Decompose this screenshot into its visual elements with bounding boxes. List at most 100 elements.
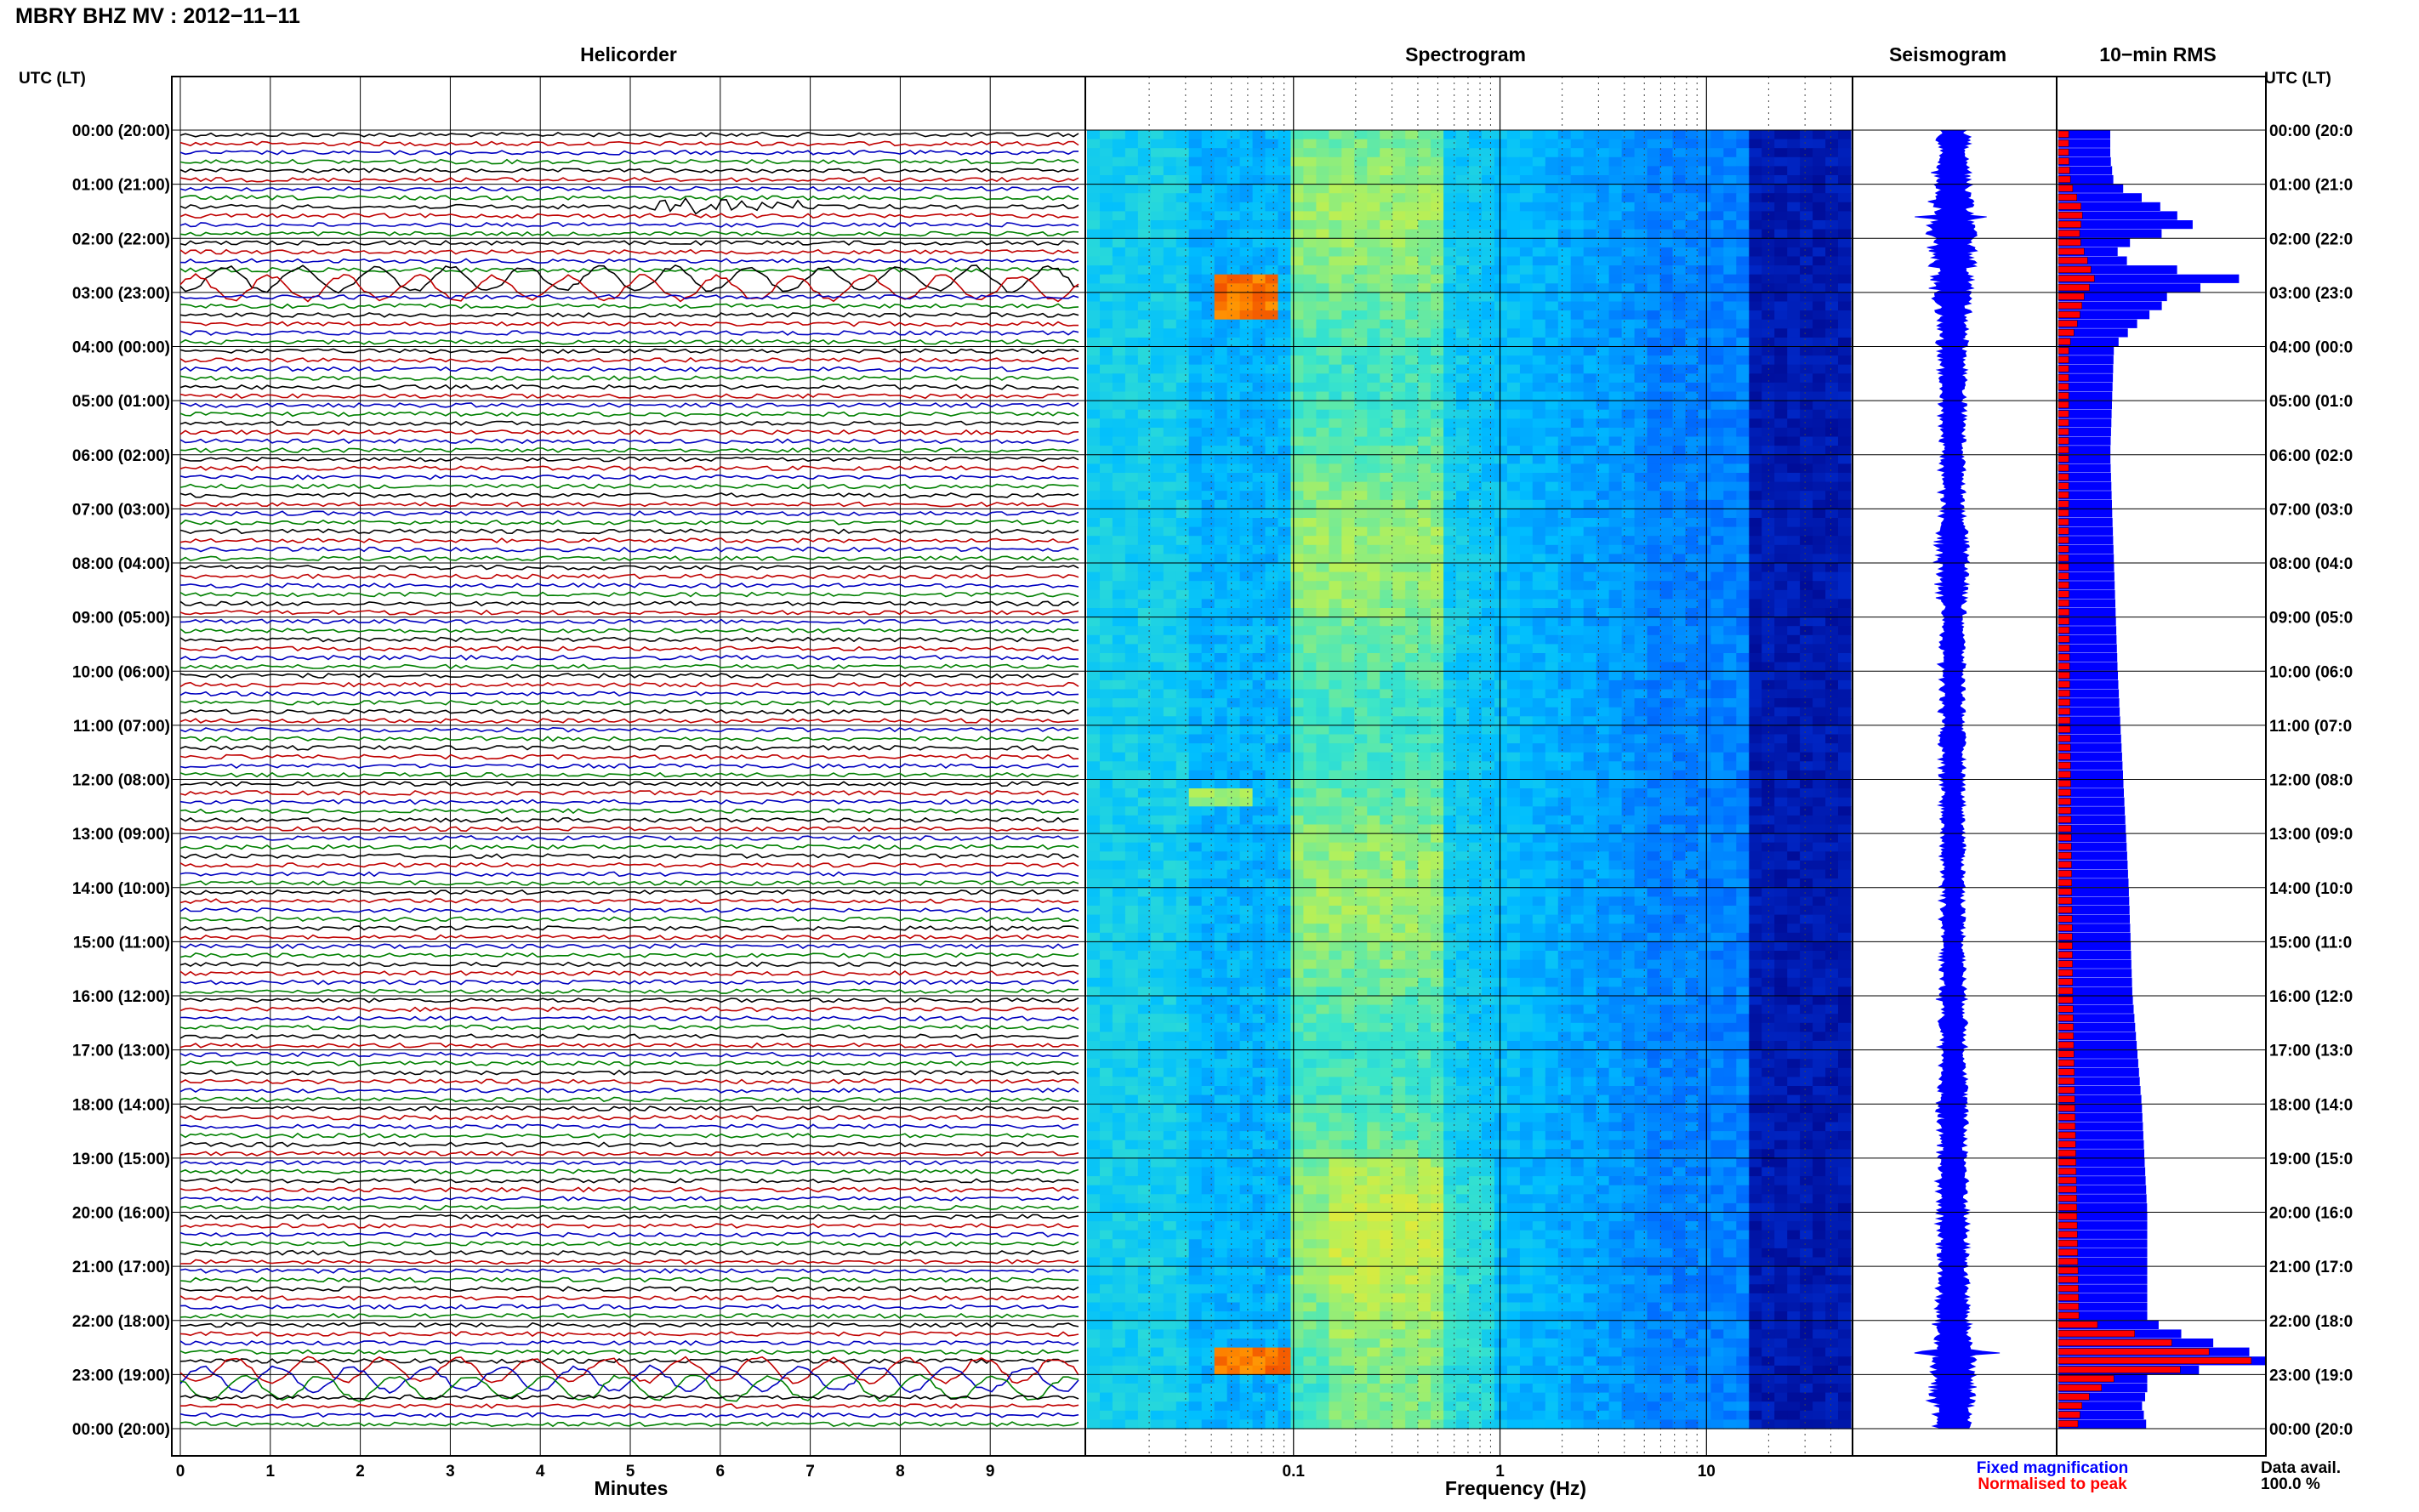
spectrogram-cell	[1456, 824, 1470, 834]
spectrogram-cell	[1278, 130, 1292, 140]
spectrogram-cell	[1087, 589, 1101, 600]
spectrogram-cell	[1519, 589, 1534, 600]
spectrogram-cell	[1749, 481, 1762, 492]
spectrogram-cell	[1596, 337, 1610, 348]
spectrogram-cell	[1354, 202, 1368, 212]
spectrogram-cell	[1672, 788, 1687, 799]
spectrogram-cell	[1227, 571, 1241, 582]
spectrogram-cell	[1469, 544, 1483, 554]
spectrogram-cell	[1723, 292, 1737, 303]
spectrogram-cell	[1557, 211, 1572, 221]
spectrogram-cell	[1659, 644, 1674, 654]
spectrogram-cell	[1749, 247, 1762, 258]
helicorder-trace	[179, 1394, 1079, 1401]
spectrogram-cell	[1787, 373, 1801, 384]
spectrogram-cell	[1112, 499, 1126, 509]
spectrogram-cell	[1838, 536, 1852, 546]
spectrogram-cell	[1825, 499, 1839, 509]
spectrogram-cell	[1227, 518, 1241, 528]
spectrogram-cell	[1392, 589, 1406, 600]
spectrogram-cell	[1685, 509, 1699, 519]
spectrogram-cell	[1723, 373, 1737, 384]
spectrogram-cell	[1087, 608, 1101, 618]
spectrogram-cell	[1405, 563, 1419, 573]
spectrogram-cell	[1137, 355, 1152, 366]
spectrogram-cell	[1596, 743, 1610, 753]
spectrogram-cell	[1418, 554, 1431, 564]
spectrogram-cell	[1265, 599, 1279, 609]
spectrogram-cell	[1303, 761, 1317, 771]
spectrogram-cell	[1494, 337, 1508, 348]
spectrogram-cell	[1329, 229, 1342, 239]
spectrogram-cell	[1456, 319, 1470, 329]
spectrogram-cell	[1443, 752, 1457, 762]
spectrogram-cell	[1265, 671, 1279, 681]
spectrogram-cell	[1443, 788, 1457, 799]
spectrogram-cell	[1800, 725, 1813, 736]
spectrogram-cell	[1329, 526, 1342, 537]
spectrogram-cell	[1137, 274, 1152, 284]
spectrogram-cell	[1736, 283, 1750, 293]
spectrogram-cell	[1685, 184, 1699, 194]
spectrogram-cell	[1405, 401, 1419, 411]
helicorder-trace	[179, 1069, 1079, 1076]
spectrogram-cell	[1698, 671, 1711, 681]
spectrogram-cell	[1647, 130, 1661, 140]
spectrogram-cell	[1290, 536, 1305, 546]
helicorder-trace	[179, 393, 1079, 400]
spectrogram-cell	[1698, 283, 1711, 293]
spectrogram-cell	[1557, 644, 1572, 654]
spectrogram-cell	[1367, 337, 1380, 348]
spectrogram-cell	[1150, 626, 1164, 636]
spectrogram-cell	[1341, 662, 1355, 672]
spectrogram-cell	[1201, 301, 1215, 311]
spectrogram-cell	[1341, 634, 1355, 645]
spectrogram-cell	[1392, 509, 1406, 519]
spectrogram-cell	[1519, 599, 1534, 609]
spectrogram-cell	[1583, 788, 1597, 799]
spectrogram-cell	[1519, 202, 1534, 212]
spectrogram-cell	[1239, 653, 1254, 663]
spectrogram-cell	[1596, 175, 1610, 185]
spectrogram-cell	[1163, 707, 1177, 717]
spectrogram-cell	[1163, 626, 1177, 636]
spectrogram-cell	[1736, 463, 1750, 474]
spectrogram-cell	[1137, 427, 1152, 438]
spectrogram-cell	[1519, 563, 1534, 573]
spectrogram-cell	[1201, 202, 1215, 212]
spectrogram-cell	[1813, 211, 1826, 221]
spectrogram-cell	[1303, 256, 1317, 266]
spectrogram-cell	[1659, 824, 1674, 834]
spectrogram-cell	[1825, 391, 1839, 401]
spectrogram-cell	[1137, 770, 1152, 781]
spectrogram-cell	[1736, 202, 1750, 212]
spectrogram-cell	[1506, 409, 1521, 419]
spectrogram-cell	[1367, 446, 1380, 456]
spectrogram-cell	[1698, 788, 1711, 799]
spectrogram-cell	[1405, 247, 1419, 258]
spectrogram-cell	[1227, 202, 1241, 212]
spectrogram-cell	[1354, 689, 1368, 699]
spectrogram-cell	[1239, 292, 1254, 303]
helicorder-trace	[179, 988, 1079, 994]
spectrogram-cell	[1392, 491, 1406, 501]
spectrogram-cell	[1659, 833, 1674, 844]
spectrogram-cell	[1608, 220, 1623, 230]
spectrogram-cell	[1150, 292, 1164, 303]
spectrogram-cell	[1621, 509, 1636, 519]
spectrogram-cell	[1456, 788, 1470, 799]
spectrogram-cell	[1303, 644, 1317, 654]
spectrogram-cell	[1519, 716, 1534, 726]
spectrogram-cell	[1787, 833, 1801, 844]
spectrogram-cell	[1762, 247, 1775, 258]
spectrogram-cell	[1838, 427, 1852, 438]
spectrogram-cell	[1634, 653, 1648, 663]
spectrogram-cell	[1188, 427, 1203, 438]
spectrogram-cell	[1519, 671, 1534, 681]
spectrogram-cell	[1392, 707, 1406, 717]
spectrogram-cell	[1278, 301, 1292, 311]
spectrogram-cell	[1087, 193, 1101, 203]
spectrogram-cell	[1354, 725, 1368, 736]
spectrogram-cell	[1494, 589, 1508, 600]
spectrogram-cell	[1175, 220, 1190, 230]
